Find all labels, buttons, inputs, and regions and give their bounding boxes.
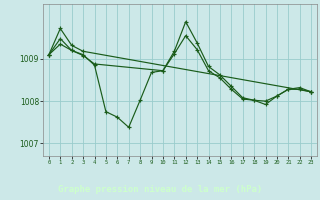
Text: Graphe pression niveau de la mer (hPa): Graphe pression niveau de la mer (hPa) — [58, 185, 262, 194]
